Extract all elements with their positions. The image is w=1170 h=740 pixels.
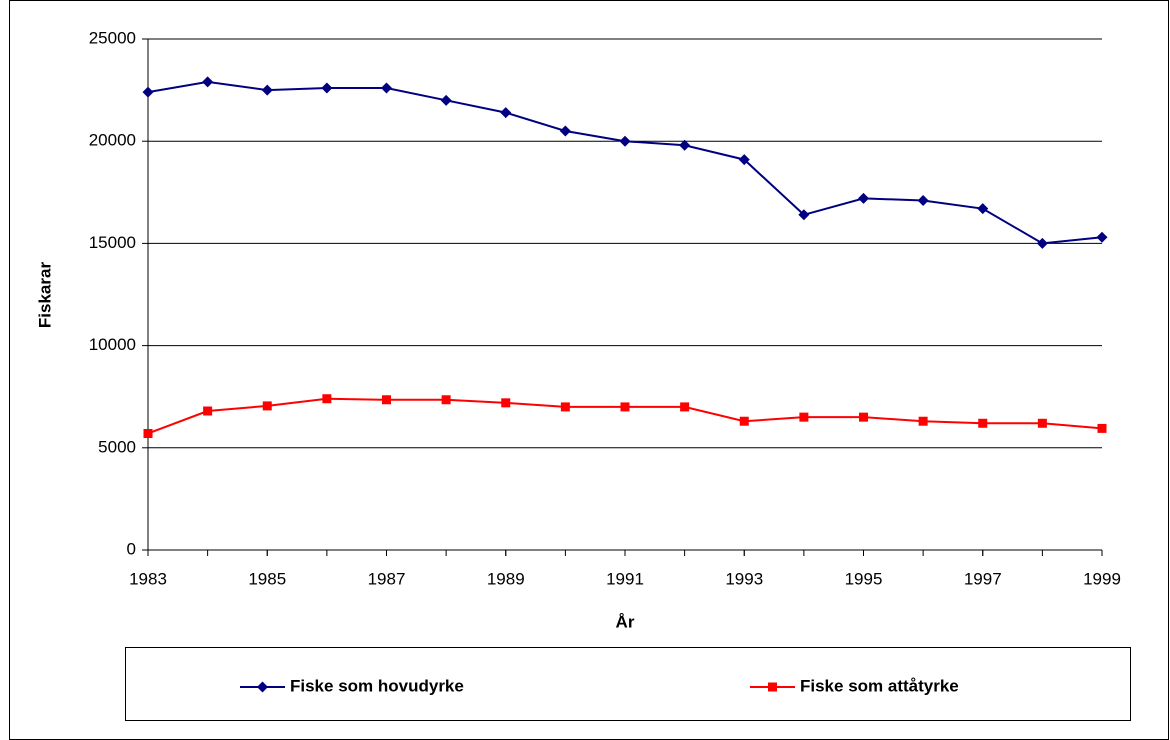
x-tick-label: 1999 (1083, 569, 1121, 588)
legend (125, 647, 1131, 721)
data-point (381, 82, 392, 94)
data-point (798, 209, 810, 221)
data-point (142, 86, 154, 98)
data-point (977, 203, 989, 215)
data-point (322, 394, 332, 404)
x-axis-label: År (616, 612, 635, 631)
legend-marker (768, 682, 777, 692)
x-tick-label: 1993 (725, 569, 763, 588)
data-point (262, 401, 272, 411)
x-tick-label: 1987 (368, 569, 406, 588)
data-point (738, 154, 750, 166)
data-point (679, 139, 691, 151)
legend-label: Fiske som hovudyrke (290, 676, 464, 695)
data-point (143, 428, 153, 438)
data-point (203, 406, 213, 416)
data-point (261, 84, 273, 96)
y-tick-label: 25000 (89, 28, 136, 47)
data-point (321, 82, 333, 94)
y-tick-label: 10000 (89, 335, 136, 354)
legend-marker (257, 681, 268, 693)
data-point (619, 135, 631, 147)
chart-border (9, 0, 1169, 740)
y-tick-label: 15000 (89, 233, 136, 252)
data-point (202, 76, 214, 88)
data-point (500, 107, 512, 119)
y-tick-label: 0 (127, 539, 136, 558)
data-point (501, 398, 511, 408)
y-tick-label: 20000 (89, 131, 136, 150)
data-point (440, 94, 452, 106)
data-point (917, 194, 929, 206)
x-tick-label: 1983 (129, 569, 167, 588)
data-point (739, 416, 749, 426)
data-point (620, 402, 630, 412)
data-point (799, 412, 809, 422)
y-axis-label: Fiskarar (35, 262, 54, 329)
data-point (382, 395, 391, 405)
data-point (559, 125, 571, 137)
x-tick-label: 1997 (964, 569, 1002, 588)
data-point (560, 402, 570, 412)
x-tick-label: 1995 (845, 569, 883, 588)
data-point (1097, 423, 1107, 433)
data-point (858, 192, 869, 204)
y-tick-label: 5000 (98, 437, 136, 456)
data-point (1096, 231, 1108, 243)
x-tick-label: 1989 (487, 569, 525, 588)
data-point (680, 402, 690, 412)
data-point (859, 412, 868, 422)
data-point (978, 418, 988, 428)
data-point (1036, 237, 1048, 249)
data-point (1037, 418, 1047, 428)
x-tick-label: 1985 (248, 569, 286, 588)
legend-label: Fiske som attåtyrke (800, 676, 959, 695)
x-tick-label: 1991 (606, 569, 644, 588)
data-point (918, 416, 928, 426)
data-point (441, 395, 451, 405)
